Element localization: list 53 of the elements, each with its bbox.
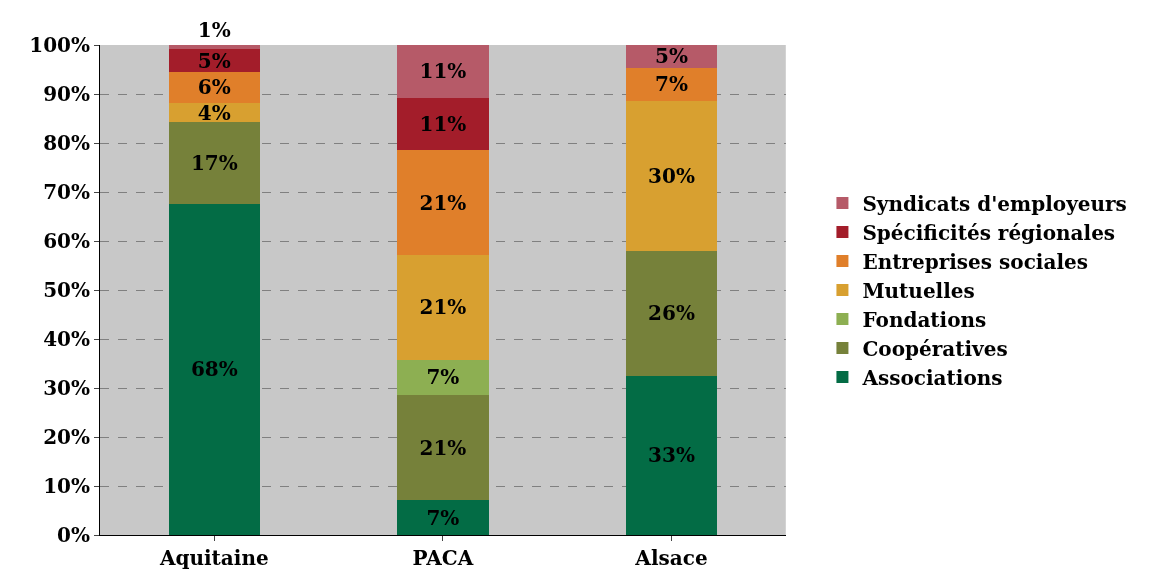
data-label: 7% [426,365,460,390]
y-tick-label: 0% [57,523,90,547]
bar [168,71,261,103]
legend-label: Fondations [862,307,987,332]
data-label: 1% [197,18,231,42]
legend-label: Syndicats d'employeurs [862,191,1127,216]
data-label: 21% [419,435,467,460]
bar [397,500,489,535]
legend-label: Mutuelles [862,278,975,303]
legend-label: Associations [861,365,1003,390]
legend-label: Coopératives [862,336,1008,361]
y-tick-label: 100% [29,33,90,57]
bar [625,250,718,376]
x-tick-label: PACA [412,546,474,570]
y-tick-label: 10% [43,474,90,498]
bar [625,101,718,251]
x-tick-label: Aquitaine [158,546,269,570]
legend-label: Spécificités régionales [862,220,1116,245]
x-tick-label: Alsace [634,546,708,570]
y-tick-label: 30% [43,376,90,400]
y-tick-label: 40% [43,327,90,351]
y-tick-label: 50% [43,278,90,302]
bar [397,97,489,151]
data-label: 7% [426,505,460,530]
bar [625,375,718,535]
y-tick-label: 70% [43,180,90,204]
bar [168,122,261,204]
data-label: 5% [197,48,231,73]
bar [397,394,489,501]
legend-label: Entreprises sociales [862,249,1088,274]
data-label: 68% [190,357,238,382]
data-label: 26% [648,301,695,326]
bar [397,150,489,255]
data-label: 11% [419,59,467,84]
y-tick-label: 80% [43,131,90,155]
y-tick-label: 20% [43,425,90,449]
bar [397,45,489,98]
data-label: 7% [655,72,688,97]
data-label: 33% [648,443,695,468]
data-label: 30% [648,164,695,189]
data-label: 17% [190,151,238,176]
data-label: 21% [419,295,467,320]
bar [168,203,261,535]
bar [168,45,261,50]
data-label: 4% [197,100,231,125]
data-label: 11% [419,112,467,137]
bar [397,360,489,395]
data-label: 21% [419,190,467,215]
y-tick-label: 90% [43,82,90,106]
data-label: 5% [655,44,688,69]
y-tick-label: 60% [43,229,90,253]
data-label: 6% [197,75,231,100]
bar [397,254,489,361]
